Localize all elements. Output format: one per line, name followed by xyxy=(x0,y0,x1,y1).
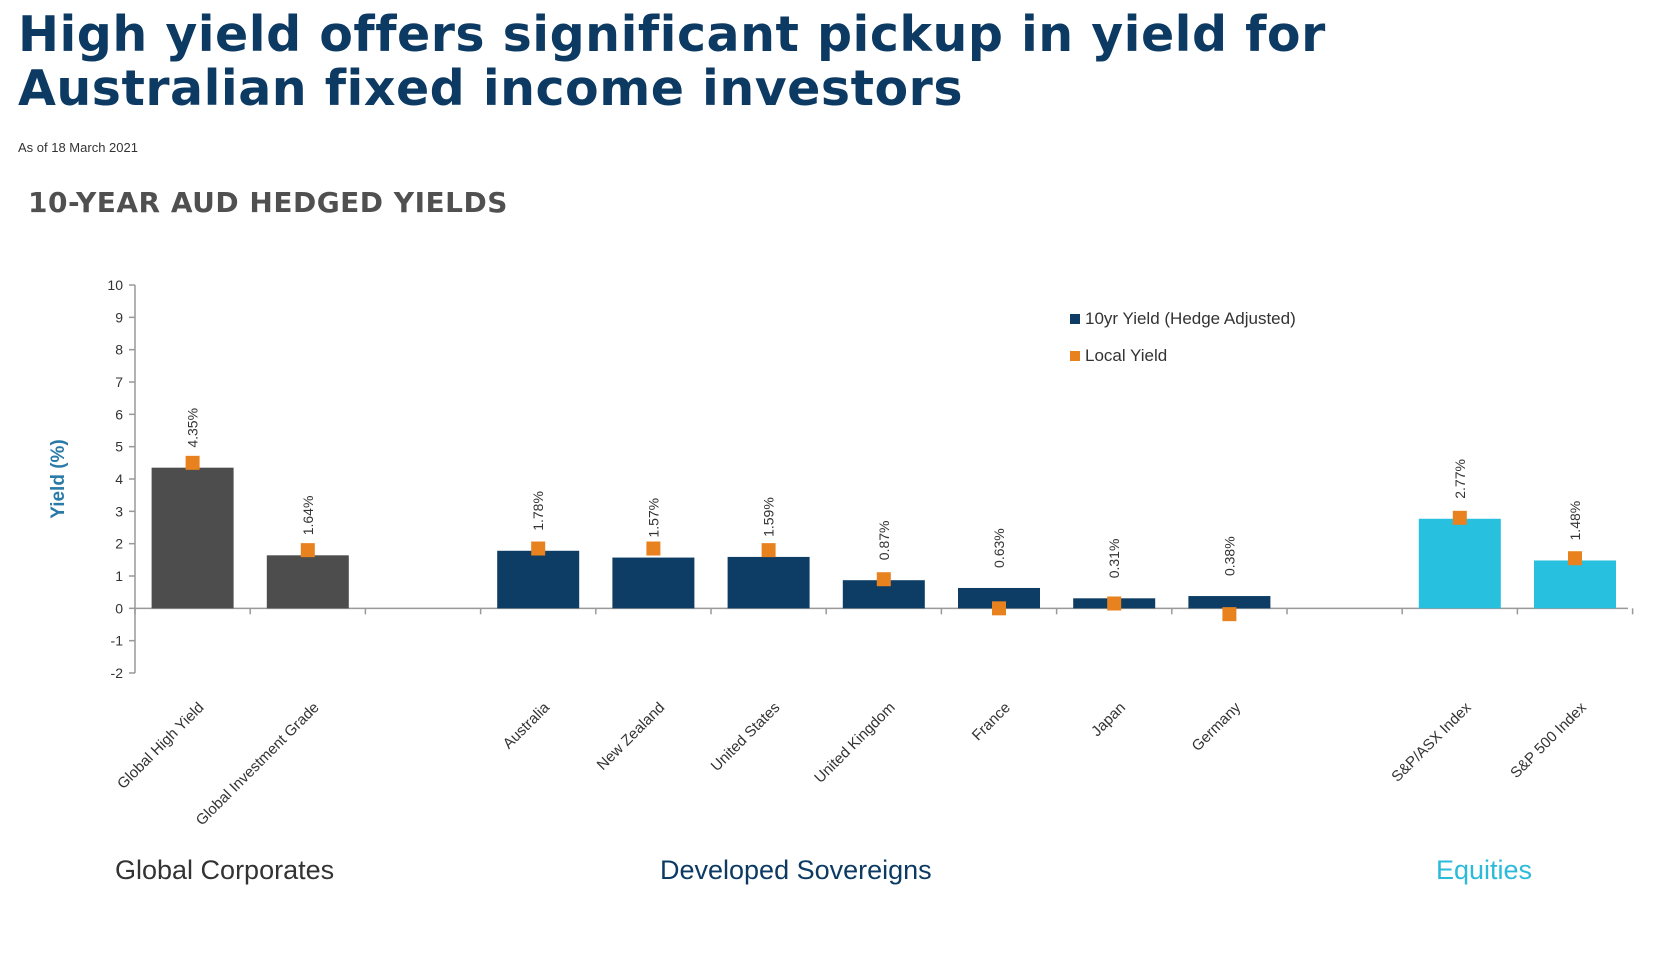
data-label-japan: 0.31% xyxy=(1106,539,1122,579)
y-tick-label: -1 xyxy=(111,633,124,649)
local-yield-marker-global-high-yield xyxy=(185,455,200,470)
y-tick-label: -2 xyxy=(111,665,124,681)
x-tick-label-japan: Japan xyxy=(1088,699,1129,740)
local-yield-marker-sandp-asx-index xyxy=(1452,510,1467,525)
local-yield-marker-germany xyxy=(1222,607,1237,622)
y-tick-label: 1 xyxy=(115,568,123,584)
local-yield-marker-global-investment-grade xyxy=(300,543,315,558)
group-label-equities: Equities xyxy=(1436,855,1533,885)
bar-france xyxy=(958,587,1040,609)
local-yield-marker-japan xyxy=(1107,596,1122,611)
group-label-developed-sovereigns: Developed Sovereigns xyxy=(660,855,932,885)
page-title-line-1: High yield offers significant pickup in … xyxy=(18,6,1326,63)
y-tick-label: 7 xyxy=(115,374,123,390)
y-tick-label: 4 xyxy=(115,471,123,487)
data-label-australia: 1.78% xyxy=(530,491,546,531)
legend-swatch-hedge-adjusted xyxy=(1070,314,1080,324)
local-yield-marker-new-zealand xyxy=(646,541,661,556)
x-tick-label-australia: Australia xyxy=(500,699,554,753)
y-tick-label: 8 xyxy=(115,342,123,358)
legend-swatch-local-yield xyxy=(1070,351,1080,361)
y-tick-label: 9 xyxy=(115,309,123,325)
data-label-france: 0.63% xyxy=(991,528,1007,568)
bar-sandp-500-index xyxy=(1534,560,1616,609)
legend-label-hedge-adjusted: 10yr Yield (Hedge Adjusted) xyxy=(1085,309,1296,328)
data-label-united-states: 1.59% xyxy=(761,497,777,537)
y-tick-label: 10 xyxy=(107,277,123,293)
local-yield-marker-united-kingdom xyxy=(876,572,891,587)
bar-new-zealand xyxy=(612,557,695,609)
y-tick-label: 3 xyxy=(115,503,123,519)
data-label-germany: 0.38% xyxy=(1221,536,1237,576)
data-label-global-investment-grade: 1.64% xyxy=(300,496,316,536)
x-tick-label-sandp-500-index: S&P 500 Index xyxy=(1507,699,1590,782)
bar-germany xyxy=(1188,596,1271,609)
x-tick-label-germany: Germany xyxy=(1189,699,1245,755)
x-tick-label-united-states: United States xyxy=(708,699,784,775)
data-label-new-zealand: 1.57% xyxy=(645,498,661,538)
local-yield-marker-united-states xyxy=(761,543,776,558)
data-label-sandp-500-index: 1.48% xyxy=(1567,501,1583,541)
y-tick-label: 5 xyxy=(115,439,123,455)
data-label-global-high-yield: 4.35% xyxy=(185,408,201,448)
x-tick-label-france: France xyxy=(969,699,1014,744)
chart-title: 10-YEAR AUD HEDGED YIELDS xyxy=(28,186,508,219)
y-tick-label: 6 xyxy=(115,406,123,422)
page-title: High yield offers significant pickup in … xyxy=(18,8,1518,116)
local-yield-marker-france xyxy=(992,601,1006,616)
x-tick-label-sandp-asx-index: S&P/ASX Index xyxy=(1388,699,1475,786)
x-tick-label-new-zealand: New Zealand xyxy=(594,699,669,774)
page-title-line-2: Australian fixed income investors xyxy=(18,60,963,117)
x-tick-label-global-investment-grade: Global Investment Grade xyxy=(193,699,323,829)
y-axis-title: Yield (%) xyxy=(48,439,69,519)
as-of-date: As of 18 March 2021 xyxy=(18,140,138,155)
data-label-sandp-asx-index: 2.77% xyxy=(1452,459,1468,499)
y-tick-label: 2 xyxy=(115,536,123,552)
x-tick-label-united-kingdom: United Kingdom xyxy=(811,699,898,786)
local-yield-marker-australia xyxy=(531,541,546,556)
bar-sandp-asx-index xyxy=(1418,518,1501,609)
group-label-global-corporates: Global Corporates xyxy=(115,855,335,885)
legend-label-local-yield: Local Yield xyxy=(1085,346,1167,365)
bar-global-investment-grade xyxy=(266,555,349,609)
x-tick-label-global-high-yield: Global High Yield xyxy=(114,699,207,792)
bar-united-states xyxy=(727,556,810,609)
local-yield-marker-sandp-500-index xyxy=(1568,551,1582,566)
bar-global-high-yield xyxy=(151,467,234,609)
y-tick-label: 0 xyxy=(115,600,123,616)
data-label-united-kingdom: 0.87% xyxy=(876,521,892,561)
bar-australia xyxy=(497,550,580,609)
